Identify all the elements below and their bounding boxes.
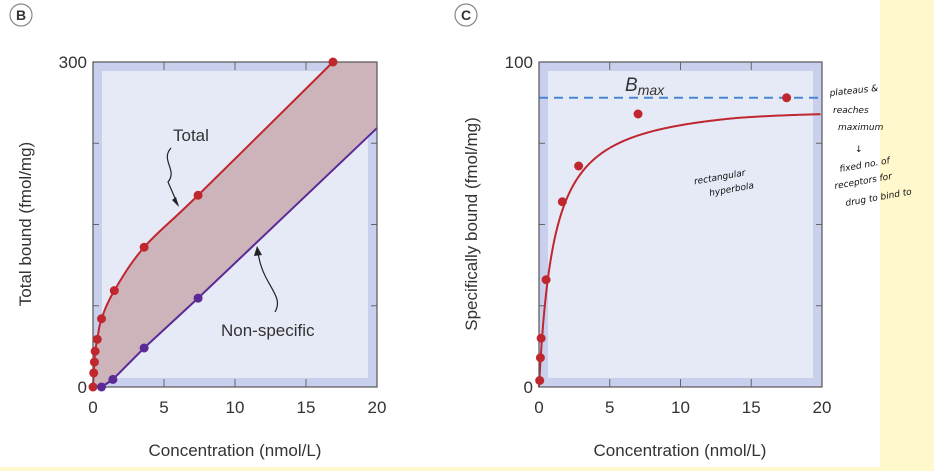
data-point <box>536 333 546 343</box>
x-axis-label: Concentration (nmol/L) <box>149 441 322 460</box>
annotation-line: maximum <box>838 123 884 133</box>
bmax-label: Bmax <box>625 75 665 98</box>
non-specific-arrow <box>257 251 278 313</box>
non-specific-point <box>139 343 149 353</box>
note-border <box>0 467 934 471</box>
x-tick-label: 15 <box>297 398 316 417</box>
data-point <box>633 109 643 119</box>
panel-b: B 0 5 10 15 20 0 300 Concentration (nmol/L) To… <box>9 3 387 460</box>
total-point <box>88 382 98 392</box>
y-tick-label: 0 <box>524 378 533 397</box>
x-tick-label: 20 <box>368 398 387 417</box>
data-point <box>782 93 792 103</box>
binding-curve <box>538 113 821 388</box>
total-arrow <box>166 147 179 206</box>
annotation-line: fixed no. of <box>839 156 893 175</box>
bmax-label-sub: max <box>638 82 665 98</box>
total-point <box>89 368 99 378</box>
total-point <box>109 286 119 296</box>
legend-non-specific: Non-specific <box>221 321 315 340</box>
y-axis-label: Total bound (fmol/mg) <box>16 142 35 306</box>
data-point <box>574 161 584 171</box>
x-tick-label: 10 <box>226 398 245 417</box>
data-point <box>541 275 551 285</box>
non-specific-point <box>193 293 203 303</box>
panel-label: C <box>461 7 471 23</box>
total-point <box>90 346 100 356</box>
note-panel <box>880 0 934 471</box>
total-point <box>92 334 102 344</box>
data-point <box>535 376 545 385</box>
non-specific-arrowhead <box>254 246 262 256</box>
non-specific-point <box>97 382 107 392</box>
x-tick-label: 0 <box>88 398 97 417</box>
annotation-line: reaches <box>833 106 869 116</box>
total-arrowhead <box>172 197 179 207</box>
margin-annotation: plateaus & reaches maximum ↓ fixed no. o… <box>828 84 913 209</box>
annotation-line: receptors for <box>834 172 894 192</box>
x-tick-label: 5 <box>605 398 614 417</box>
plot-frame <box>538 61 823 388</box>
plot-area <box>548 71 813 378</box>
data-point <box>557 197 567 207</box>
x-tick-label: 20 <box>813 398 832 417</box>
annotation-line: plateaus & <box>828 84 878 99</box>
data-point <box>535 353 545 363</box>
annotation-line: ↓ <box>855 145 863 155</box>
annotation-line: drug to bind to <box>845 187 913 209</box>
total-point <box>139 242 149 252</box>
y-tick-label: 0 <box>78 378 87 397</box>
total-point <box>97 314 107 324</box>
specific-binding-band <box>93 62 377 387</box>
y-tick-label: 300 <box>59 53 87 72</box>
legend-total: Total <box>173 126 209 145</box>
total-point <box>89 357 99 367</box>
total-point <box>328 57 338 67</box>
panel-label: B <box>16 7 26 23</box>
x-tick-label: 5 <box>159 398 168 417</box>
panel-label-badge <box>454 3 478 27</box>
total-point <box>193 190 203 200</box>
x-axis-label: Concentration (nmol/L) <box>594 441 767 460</box>
x-tick-label: 10 <box>671 398 690 417</box>
panel-label-badge <box>9 3 33 27</box>
x-tick-label: 15 <box>742 398 761 417</box>
y-axis-label: Specifically bound (fmol/mg) <box>462 117 481 331</box>
non-specific-point <box>108 374 118 384</box>
plot-frame <box>92 61 378 388</box>
panel-c: C 0 5 10 15 20 0 100 Concentration (nmol/L) Sp… <box>454 3 913 460</box>
x-tick-label: 0 <box>534 398 543 417</box>
bmax-label-main: B <box>625 75 638 96</box>
y-tick-label: 100 <box>505 53 533 72</box>
